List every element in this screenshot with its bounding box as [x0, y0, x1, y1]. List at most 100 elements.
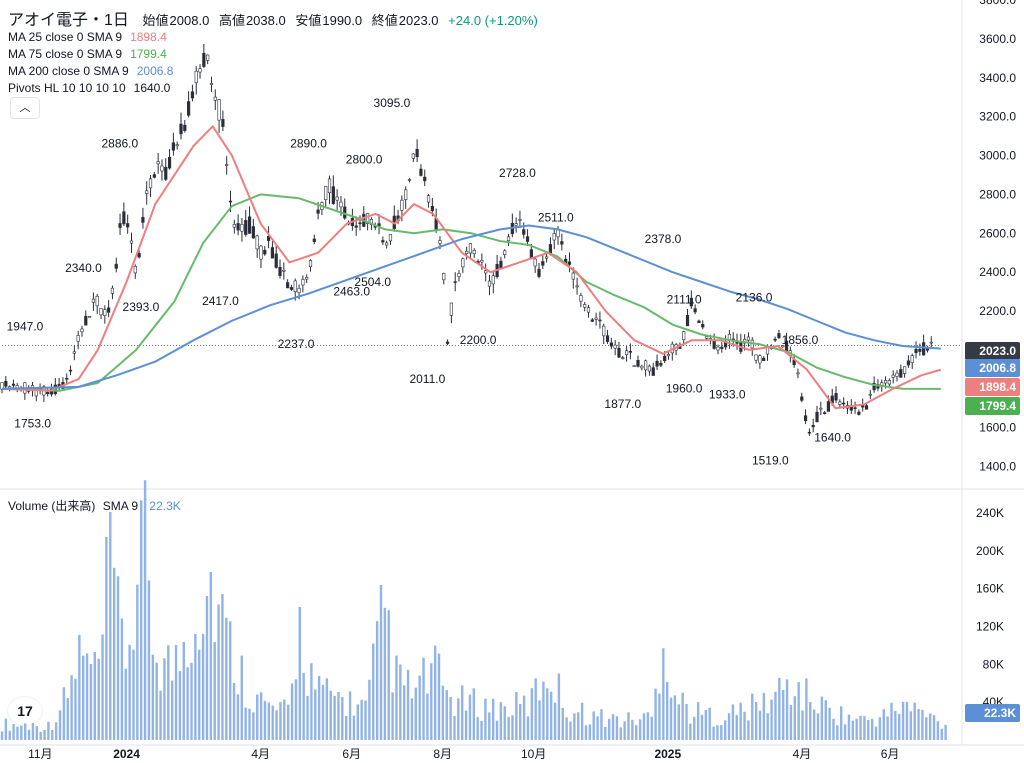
volume-bar — [453, 715, 456, 740]
volume-bar — [673, 695, 677, 740]
volume-bar — [503, 706, 506, 740]
pivot-label: 2886.0 — [101, 137, 138, 151]
volume-bar — [809, 702, 812, 740]
candle-body — [925, 348, 930, 351]
candle-body — [602, 325, 606, 337]
candle-body — [324, 186, 328, 200]
volume-bar — [936, 721, 940, 740]
candle-body — [518, 219, 522, 221]
candle-body — [171, 142, 175, 151]
pivot-label: 1753.0 — [14, 417, 51, 431]
high-value: 2038.0 — [245, 13, 286, 28]
volume-bar — [727, 713, 731, 740]
volume-bar — [546, 688, 549, 740]
volume-bar — [542, 681, 545, 740]
legend-ma75[interactable]: MA 75 close 0 SMA 9 1799.4 — [8, 46, 167, 62]
volume-bar — [898, 713, 901, 740]
candle-body — [598, 319, 602, 322]
candle-body — [834, 393, 838, 401]
volume-bar — [611, 714, 615, 740]
volume-bar — [650, 716, 653, 740]
volume-bar — [306, 695, 309, 740]
volume-bar — [472, 688, 476, 740]
volume-bar — [375, 621, 379, 740]
volume-bar — [751, 693, 754, 740]
volume-legend-sma: SMA 9 — [102, 499, 139, 513]
tradingview-logo-icon[interactable]: 17 — [8, 697, 42, 725]
volume-bar — [867, 720, 870, 740]
volume-bar — [886, 716, 889, 740]
candle-body — [891, 374, 895, 378]
volume-legend[interactable]: Volume (出来高) SMA 9 22.3K — [8, 497, 181, 514]
candle-body — [240, 223, 244, 232]
candle-body — [461, 258, 465, 268]
volume-bar — [654, 688, 657, 740]
volume-bar — [341, 697, 344, 740]
volume-bar — [553, 702, 557, 740]
candle-body — [864, 405, 869, 410]
candle-body — [777, 333, 781, 339]
candle-body — [590, 319, 594, 322]
candle-body — [335, 196, 339, 201]
candle-body — [438, 240, 442, 244]
volume-bar — [167, 645, 170, 740]
candle-body — [152, 174, 156, 178]
volume-bar — [840, 706, 843, 740]
volume-bar — [395, 655, 398, 740]
candle-body — [624, 350, 629, 355]
candle-body — [883, 380, 888, 384]
legend-ma25-value: 1898.4 — [130, 30, 167, 44]
legend-ma25[interactable]: MA 25 close 0 SMA 9 1898.4 — [8, 29, 167, 45]
volume-bar — [190, 662, 193, 740]
candle-body — [571, 272, 575, 280]
volume-bar — [573, 713, 576, 740]
candle-body — [103, 309, 107, 316]
volume-bar — [716, 725, 719, 740]
chevron-up-icon: ︿ — [19, 102, 31, 114]
ma200-line — [1, 224, 941, 390]
candle-body — [236, 223, 240, 231]
candle-body — [872, 383, 876, 391]
candle-body — [426, 195, 431, 203]
pivot-label: 1933.0 — [709, 388, 746, 402]
pivot-label: 1960.0 — [666, 382, 703, 396]
candle-body — [640, 365, 644, 369]
volume-bar — [464, 710, 468, 740]
volume-bar — [178, 671, 182, 740]
candle-body — [605, 335, 610, 342]
volume-bar — [391, 692, 394, 740]
volume-bar — [913, 702, 916, 740]
volume-bar — [163, 658, 166, 740]
volume-bar — [820, 696, 824, 740]
volume-bar — [4, 718, 8, 740]
pivot-label: 2136.0 — [736, 290, 773, 304]
collapse-legend-button[interactable]: ︿ — [10, 97, 40, 119]
volume-bar — [383, 607, 387, 740]
candle-body — [305, 277, 309, 280]
volume-bar — [480, 720, 483, 740]
legend-ma200-value: 2006.8 — [136, 64, 174, 78]
candle-body — [647, 365, 652, 372]
pivot-label: 1947.0 — [7, 319, 44, 333]
volume-bar — [236, 694, 240, 740]
candle-body — [270, 247, 274, 259]
legend-ma75-label: MA 75 close 0 SMA 9 — [8, 47, 123, 61]
candle-body — [567, 261, 572, 265]
volume-bar — [495, 720, 499, 740]
ma75-line — [1, 193, 941, 392]
volume-bar — [333, 695, 336, 740]
volume-bar — [24, 723, 27, 740]
candle-body — [644, 360, 648, 371]
volume-bar — [248, 708, 251, 740]
symbol-title[interactable]: アオイ電子・1日 — [8, 12, 129, 29]
volume-bar — [433, 645, 437, 740]
legend-pivots[interactable]: Pivots HL 10 10 10 10 1640.0 — [8, 80, 170, 96]
pivot-label: 2800.0 — [346, 152, 383, 166]
volume-bar — [596, 716, 599, 740]
candle-body — [148, 178, 153, 189]
volume-bar — [774, 691, 777, 740]
legend-ma200[interactable]: MA 200 close 0 SMA 9 2006.8 — [8, 63, 173, 79]
legend-ma200-label: MA 200 close 0 SMA 9 — [8, 64, 129, 78]
volume-bar — [414, 687, 418, 740]
